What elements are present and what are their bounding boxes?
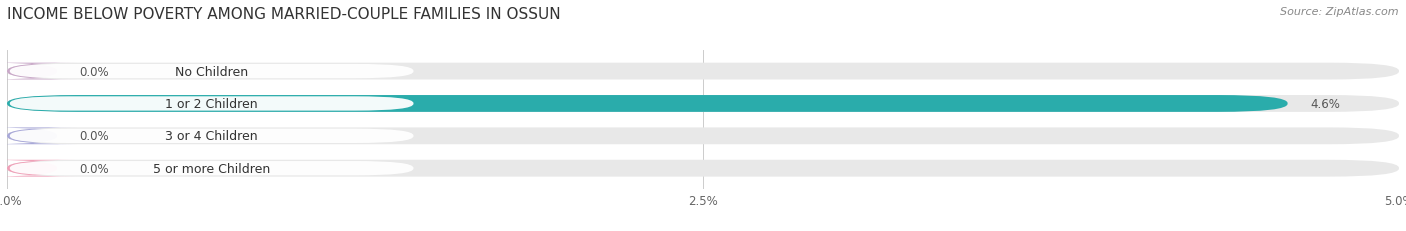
FancyBboxPatch shape [10,129,413,143]
FancyBboxPatch shape [10,161,413,176]
FancyBboxPatch shape [7,96,1288,112]
FancyBboxPatch shape [10,97,413,111]
FancyBboxPatch shape [7,128,1399,145]
FancyBboxPatch shape [7,160,1399,177]
Text: 0.0%: 0.0% [79,162,110,175]
Text: 5 or more Children: 5 or more Children [153,162,270,175]
Text: 1 or 2 Children: 1 or 2 Children [166,97,257,110]
Text: 4.6%: 4.6% [1310,97,1340,110]
FancyBboxPatch shape [0,63,77,80]
FancyBboxPatch shape [7,63,1399,80]
Text: 3 or 4 Children: 3 or 4 Children [166,130,257,143]
Text: No Children: No Children [176,65,249,78]
FancyBboxPatch shape [0,160,77,177]
Text: Source: ZipAtlas.com: Source: ZipAtlas.com [1281,7,1399,17]
FancyBboxPatch shape [10,65,413,79]
Text: INCOME BELOW POVERTY AMONG MARRIED-COUPLE FAMILIES IN OSSUN: INCOME BELOW POVERTY AMONG MARRIED-COUPL… [7,7,561,22]
Text: 0.0%: 0.0% [79,130,110,143]
Text: 0.0%: 0.0% [79,65,110,78]
FancyBboxPatch shape [7,96,1399,112]
FancyBboxPatch shape [0,128,77,145]
